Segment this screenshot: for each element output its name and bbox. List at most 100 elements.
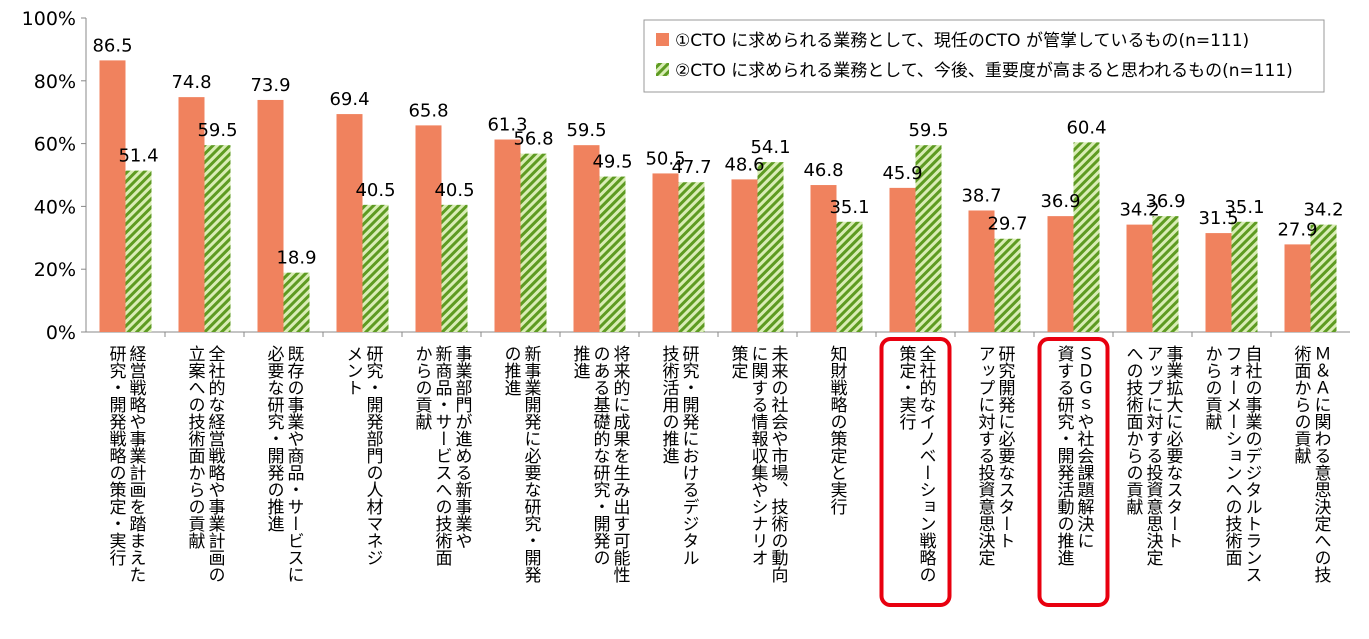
legend: ①CTO に求められる業務として、現任のCTO が管掌しているもの(n=111)… [643,19,1325,93]
data-label-series-2: 18.9 [276,248,316,269]
bar-series-1 [1047,216,1074,332]
bar-series-2 [283,272,310,332]
data-label-series-1: 38.7 [961,185,1001,206]
bar-series-2 [994,238,1021,332]
bar-series-1 [573,145,600,332]
data-label-series-2: 34.2 [1303,200,1343,221]
data-label-series-1: 59.5 [566,120,606,141]
bar-series-1 [257,99,284,332]
data-label-series-1: 86.5 [92,35,132,56]
data-label-series-1: 27.9 [1277,219,1317,240]
bars [99,60,1337,333]
bar-series-1 [731,179,758,332]
category-label-line: 研究開発に必要なスタート [995,345,1016,549]
category-label-line: 資する研究・開発活動の推進 [1054,345,1075,566]
y-tick-label: 60% [34,134,76,156]
data-label-series-2: 36.9 [1145,191,1185,212]
bar-series-1 [494,139,521,332]
category-label-line: 必要な研究・開発の推進 [264,345,285,532]
bar-series-1 [415,125,442,332]
bar-series-1 [1284,244,1311,332]
category-label-line: 技術活用の推進 [659,345,680,464]
category-label-line: メント [343,345,363,396]
bar-series-2 [678,182,705,332]
category-label-line: の推進 [501,345,522,396]
highlight-boxes [879,337,1110,607]
category-label-line: 術面からの貢献 [1291,345,1312,465]
category-label-line: フォーメーションへの技術面 [1222,345,1243,566]
category-label-line: 新事業開発に必要な研究・開発 [521,345,542,584]
y-tick-label: 40% [34,196,76,218]
data-label-series-2: 60.4 [1066,117,1106,138]
data-label-series-2: 59.5 [908,120,948,141]
category-label-line: 事業部門が進める新事業や [452,345,473,549]
data-label-series-2: 29.7 [987,214,1027,235]
data-label-series-1: 34.2 [1119,200,1159,221]
bar-series-2 [1231,221,1258,332]
legend-label-series-1: ①CTO に求められる業務として、現任のCTO が管掌しているもの(n=111) [675,31,1249,51]
data-label-series-2: 35.1 [1224,197,1264,218]
category-label-line: Ｍ＆Ａに関わる意思決定への技 [1311,345,1332,584]
category-label-line: 研究・開発におけるデジタル [679,345,700,566]
category-label-line: 知財戦略の策定と実行 [827,345,848,516]
bar-series-2 [125,170,152,332]
data-label-series-2: 49.5 [592,152,632,173]
data-label-series-1: 61.3 [487,115,527,136]
data-label-series-1: 69.4 [329,89,369,110]
bar-series-2 [757,162,784,332]
category-label-line: ＳＤＧｓや社会課題解決に [1074,345,1095,549]
category-label: 新事業開発に必要な研究・開発の推進 [501,345,542,584]
bar-series-1 [336,114,363,332]
highlight-box [879,337,952,607]
data-label-series-2: 51.4 [118,146,158,167]
category-label-line: 全社的なイノベーション戦略の [916,345,937,583]
data-label-series-1: 50.5 [645,148,685,169]
category-label: 知財戦略の策定と実行 [827,345,848,516]
data-label-series-2: 40.5 [355,180,395,201]
legend-swatch-series-2 [656,63,669,76]
category-label-line: 経営戦略や事業計画を踏まえた [126,345,147,583]
bar-series-1 [178,97,205,333]
data-label-series-1: 31.5 [1198,208,1238,229]
bar-series-1 [1126,224,1153,332]
category-label-line: アップに対する投資意思決定 [975,345,996,566]
category-label-line: 研究・開発部門の人材マネジ [363,345,384,566]
category-label-line: 全社的な経営戦略や事業計画の [205,345,226,583]
legend-box [643,19,1325,93]
category-label-line: 将来的に成果を生み出す可能性 [610,345,631,583]
bar-series-2 [599,176,626,332]
category-label-line: 研究・開発戦略の策定・実行 [106,345,127,567]
data-label-series-2: 35.1 [829,197,869,218]
bar-series-1 [889,187,916,332]
bar-series-2 [1152,216,1179,332]
data-label-series-1: 74.8 [171,72,211,93]
bar-series-2 [1073,142,1100,332]
data-label-series-2: 56.8 [513,129,553,150]
bar-series-1 [652,173,679,332]
category-label-line: 未来の社会や市場、技術の動向 [768,345,789,583]
data-label-series-2: 47.7 [671,157,711,178]
bar-series-2 [520,153,547,332]
data-label-series-1: 65.8 [408,100,448,121]
y-tick-label: 80% [34,71,76,93]
bar-series-2 [1310,224,1337,332]
category-label-line: 事業拡大に必要なスタート [1163,345,1184,549]
category-label-line: のある基礎的な研究・開発の [590,345,611,566]
data-label-series-2: 59.5 [197,120,237,141]
category-label-line: 自社の事業のデジタルトランス [1242,345,1263,583]
category-label-line: アップに対する投資意思決定 [1143,345,1164,566]
